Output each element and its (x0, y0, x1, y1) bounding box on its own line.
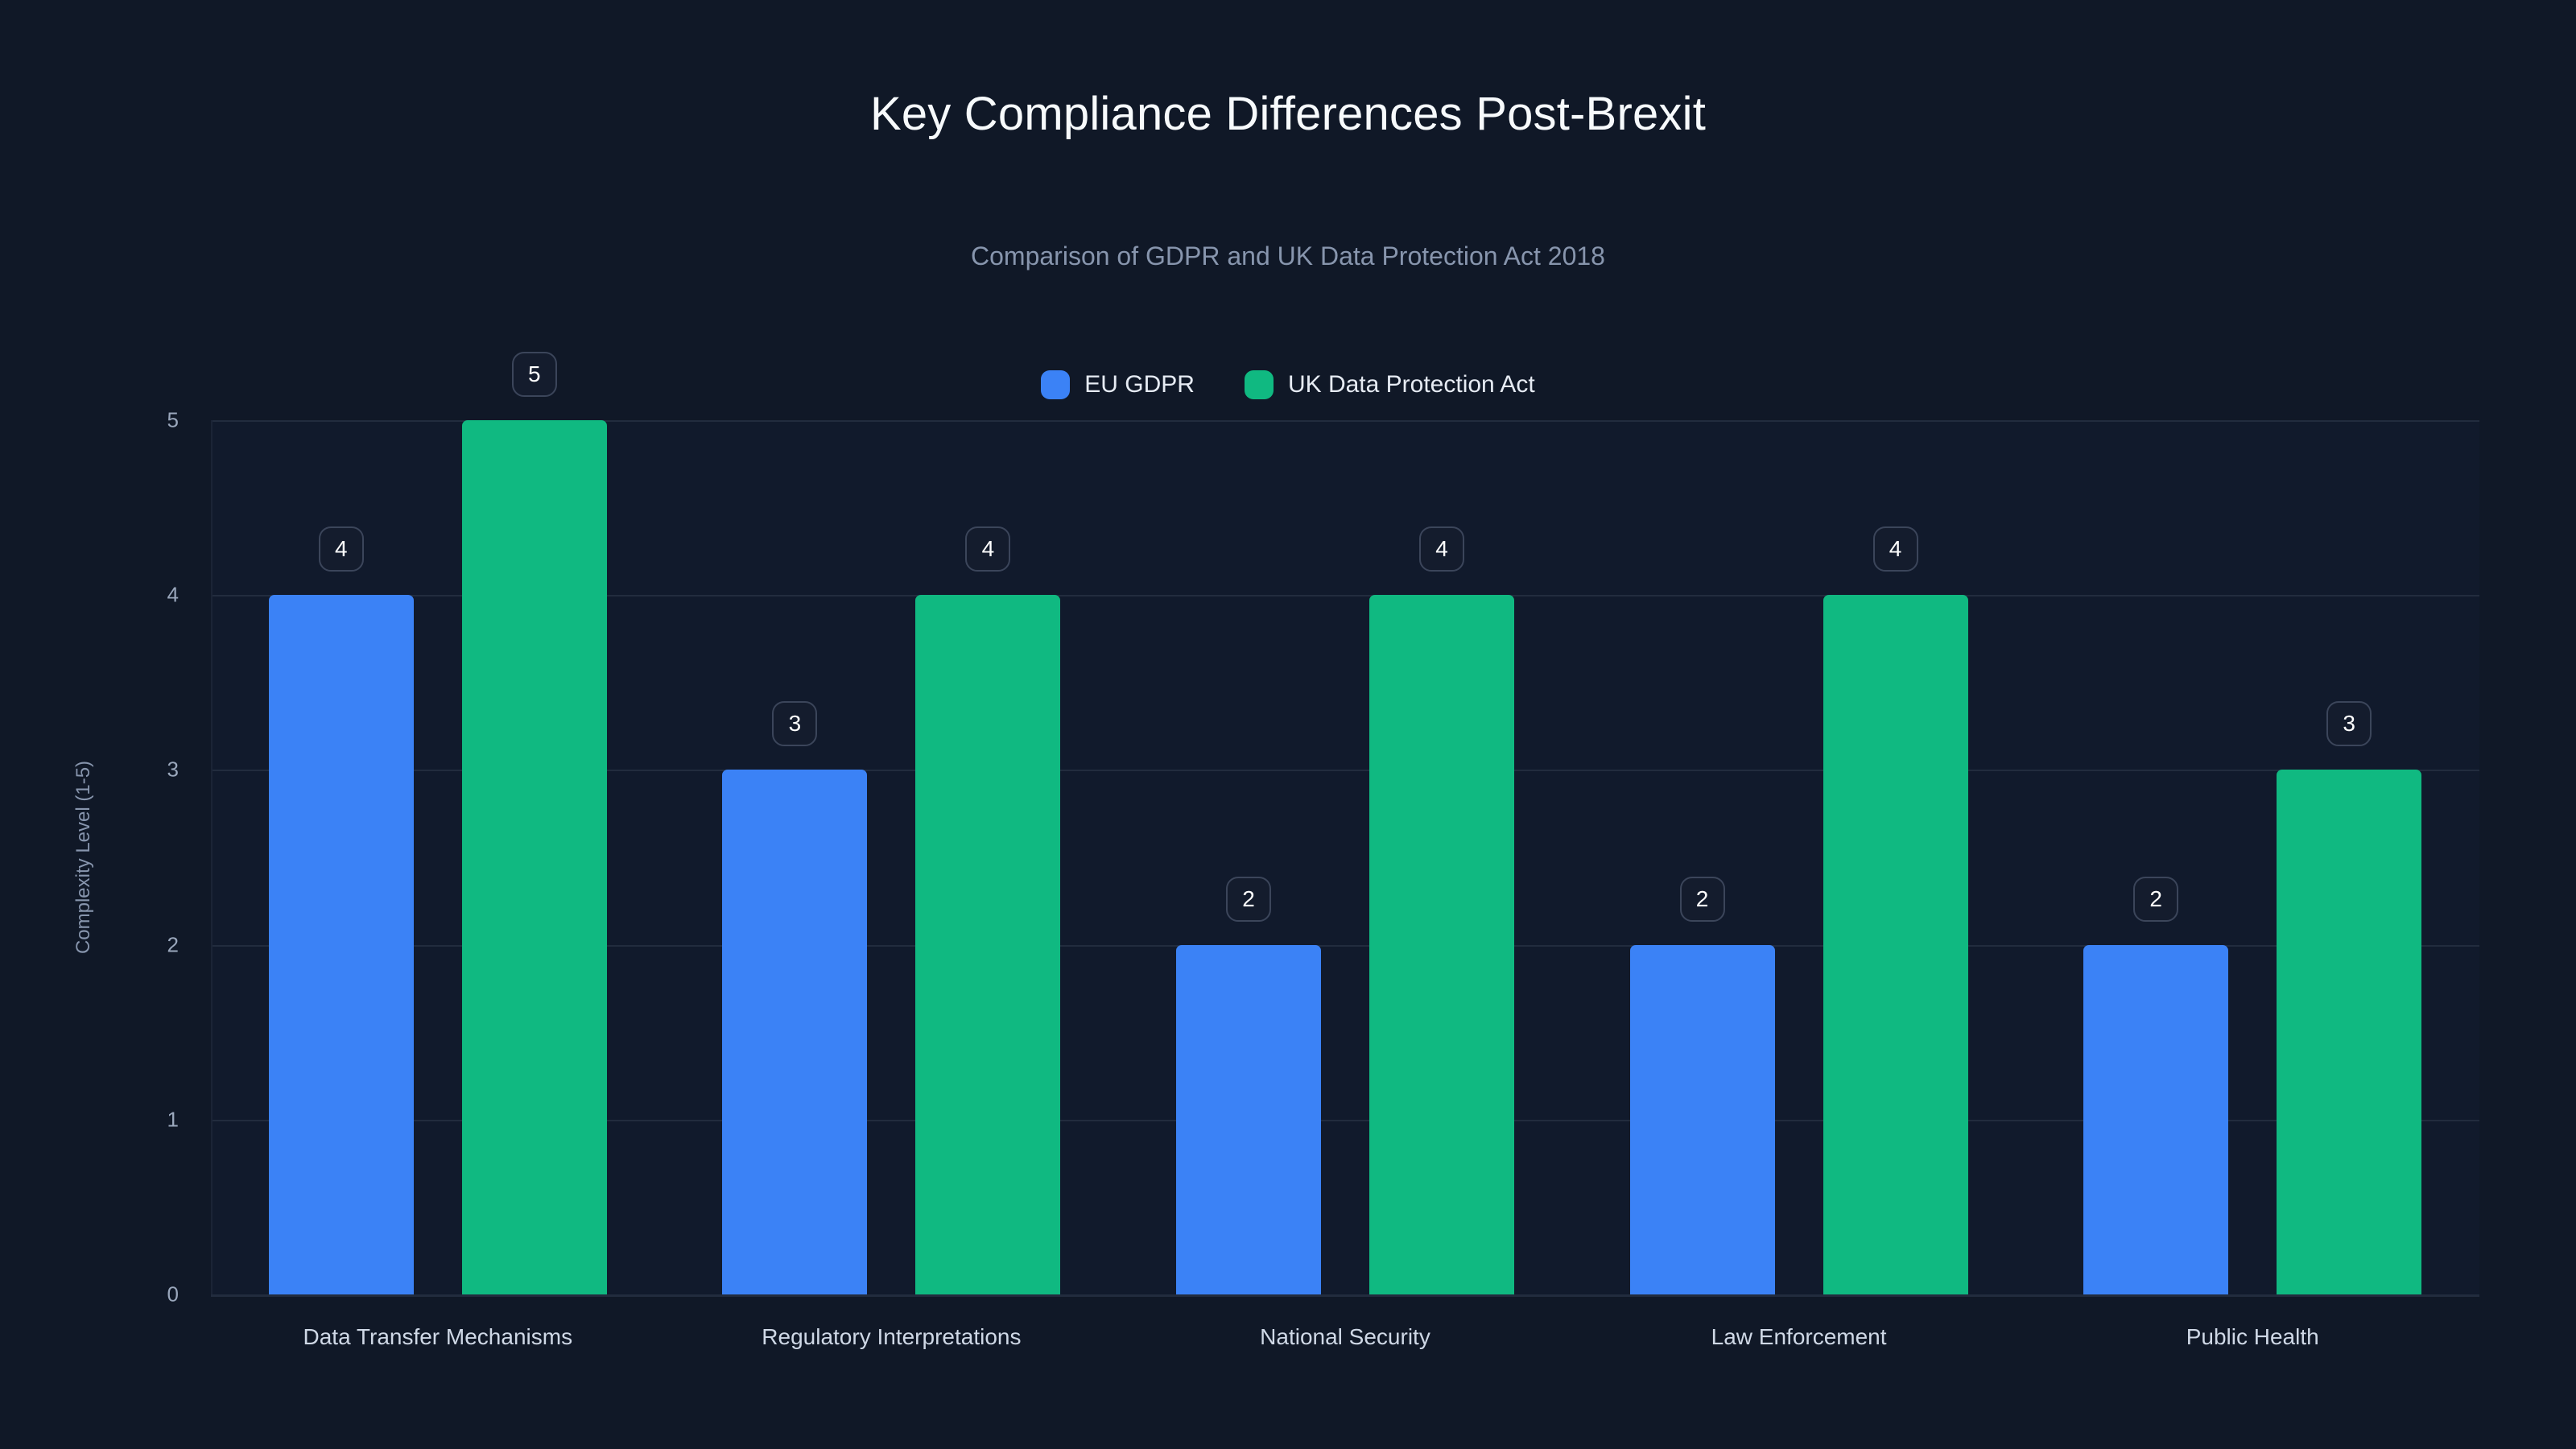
legend-swatch-icon (1244, 370, 1274, 399)
gridline (211, 420, 2479, 422)
legend-item-eu-gdpr[interactable]: EU GDPR (1041, 370, 1195, 399)
bar[interactable] (1369, 595, 1514, 1294)
legend-swatch-icon (1041, 370, 1071, 399)
bar-value-badge: 3 (2326, 701, 2372, 747)
bar-value-badge: 4 (1872, 526, 1918, 572)
bar-value-badge: 4 (965, 526, 1011, 572)
legend-item-uk-data-protection-act[interactable]: UK Data Protection Act (1244, 370, 1535, 399)
y-tick-label: 0 (167, 1282, 179, 1307)
gridline (211, 595, 2479, 597)
x-tick-label: Law Enforcement (1711, 1324, 1887, 1349)
bar-value-badge: 2 (1679, 876, 1725, 922)
chart-subtitle: Comparison of GDPR and UK Data Protectio… (971, 242, 1605, 270)
x-tick-label: Data Transfer Mechanisms (303, 1324, 573, 1349)
x-tick-label: Public Health (2186, 1324, 2319, 1349)
bar[interactable] (915, 595, 1061, 1294)
bar[interactable] (461, 420, 607, 1294)
bar[interactable] (2277, 770, 2422, 1294)
bar[interactable] (1629, 944, 1775, 1294)
bar[interactable] (722, 770, 868, 1294)
y-tick-label: 1 (167, 1107, 179, 1132)
y-tick-label: 3 (167, 757, 179, 782)
chart-title: Key Compliance Differences Post-Brexit (869, 88, 1707, 140)
bar-value-badge: 4 (1419, 526, 1464, 572)
bar[interactable] (1823, 595, 1968, 1294)
y-tick-label: 4 (167, 582, 179, 607)
bar-value-badge: 2 (1226, 876, 1271, 922)
bar-value-badge: 2 (2133, 876, 2179, 922)
gridline (211, 1119, 2479, 1121)
bar-value-badge: 3 (772, 701, 818, 747)
y-tick-label: 2 (167, 932, 179, 957)
gridline (211, 944, 2479, 947)
gridline (211, 770, 2479, 772)
x-axis-line (211, 1294, 2479, 1297)
x-tick-label: Regulatory Interpretations (762, 1324, 1022, 1349)
legend-label: UK Data Protection Act (1287, 371, 1535, 398)
x-tick-label: National Security (1260, 1324, 1430, 1349)
y-tick-label: 5 (167, 407, 179, 432)
bar-value-badge: 5 (511, 352, 557, 397)
chart-legend: EU GDPR UK Data Protection Act (0, 370, 2576, 399)
bar[interactable] (1176, 944, 1321, 1294)
y-axis-line (211, 420, 213, 1296)
legend-label: EU GDPR (1084, 371, 1195, 398)
y-axis-title: Complexity Level (1-5) (72, 760, 94, 955)
bar[interactable] (268, 595, 414, 1294)
bar-value-badge: 4 (318, 526, 364, 572)
bar[interactable] (2083, 944, 2229, 1294)
